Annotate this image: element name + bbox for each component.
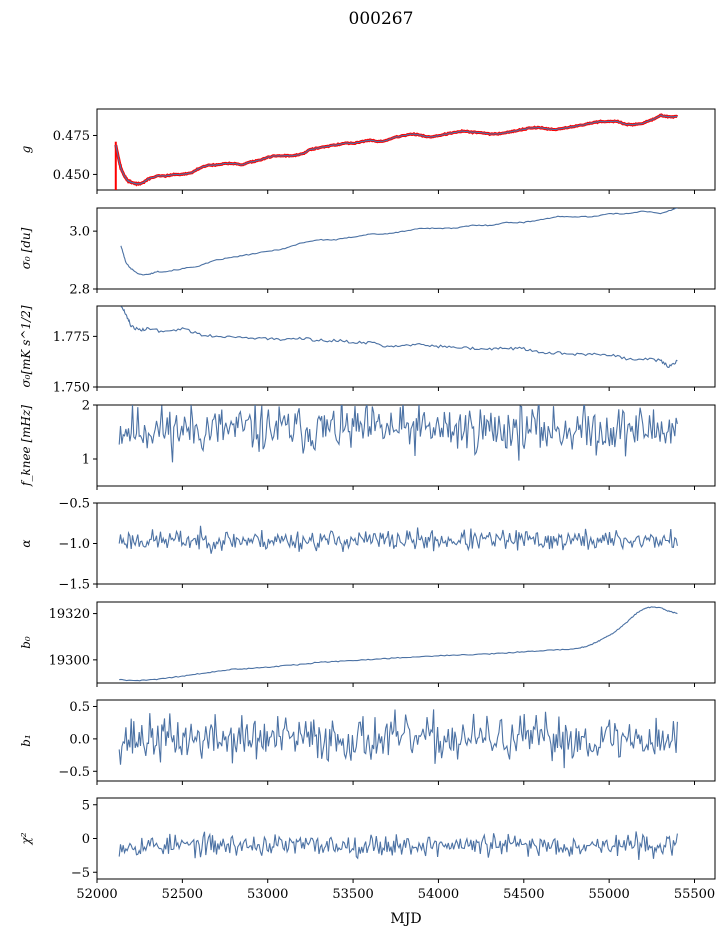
- y-axis-label: b₁: [19, 734, 33, 747]
- y-axis-label: g: [19, 145, 33, 153]
- x-tick-label: 53000: [247, 887, 288, 902]
- axes-frame: [96, 108, 716, 191]
- panel-8: 52000 52500 53000 53500 54000 54500 55000 55500…: [19, 797, 716, 902]
- x-tick-label: 55000: [588, 887, 629, 902]
- axes-frame: [96, 601, 716, 684]
- y-tick-label: −5: [71, 866, 90, 881]
- x-tick-label: 54500: [503, 887, 544, 902]
- y-tick-label: 0.475: [53, 129, 90, 144]
- overlay-line: [114, 113, 679, 187]
- y-tick-label: 3.0: [69, 225, 90, 240]
- x-axis-label: MJD: [390, 911, 421, 927]
- panel-3: 1.750 1.775 σ₀[mK s^1/2]: [19, 305, 716, 396]
- axes-frame: [96, 699, 716, 782]
- y-tick-label: 2.8: [69, 283, 90, 298]
- y-axis-label: σ₀ [du]: [19, 227, 33, 269]
- panel-5: −1.5 −1.0 −0.5 α: [19, 497, 716, 593]
- series-line: [120, 306, 678, 368]
- y-tick-label: 1: [82, 453, 90, 468]
- y-axis-label: f_knee [mHz]: [19, 405, 33, 487]
- series-line: [118, 831, 678, 860]
- y-tick-label: −0.5: [58, 497, 90, 512]
- panel-4: 1 2 f_knee [mHz]: [19, 399, 716, 490]
- x-tick-label: 54000: [418, 887, 459, 902]
- panels: 0.450 0.475 g 2.8 3.0 σ₀ [du] 1.750 1.775 σ₀[mK …: [19, 108, 716, 902]
- panel-6: 19300 19320 b₀: [19, 601, 716, 687]
- series-line: [118, 405, 678, 463]
- y-tick-label: 0.450: [53, 168, 90, 183]
- y-tick-label: 1.775: [53, 330, 90, 345]
- axes-frame: [96, 207, 716, 290]
- y-tick-label: 1.750: [53, 381, 90, 396]
- figure-title: 000267: [349, 9, 414, 29]
- y-tick-label: 0: [82, 832, 90, 847]
- axes-frame: [96, 404, 716, 487]
- panel-7: −0.5 0.0 0.5 b₁: [19, 699, 716, 785]
- x-tick-label: 55500: [674, 887, 715, 902]
- series-line: [119, 606, 678, 682]
- y-tick-label: −1.5: [58, 578, 90, 593]
- y-tick-label: 5: [82, 798, 90, 813]
- y-tick-label: −1.0: [58, 537, 90, 552]
- y-axis-label: b₀: [19, 636, 33, 649]
- y-tick-label: 0.0: [69, 732, 90, 747]
- panel-2: 2.8 3.0 σ₀ [du]: [19, 207, 716, 298]
- x-tick-label: 53500: [332, 887, 373, 902]
- y-tick-label: 2: [82, 399, 90, 414]
- axes-frame: [96, 305, 716, 388]
- y-tick-label: 0.5: [69, 700, 90, 715]
- y-axis-label: α: [19, 539, 33, 547]
- x-tick-label: 52000: [76, 887, 117, 902]
- x-tick-label: 52500: [162, 887, 203, 902]
- series-line: [118, 525, 678, 554]
- y-tick-label: −0.5: [58, 765, 90, 780]
- y-tick-label: 19300: [49, 653, 90, 668]
- axes-frame: [96, 797, 716, 880]
- series-line: [120, 208, 678, 276]
- y-axis-label: χ²: [19, 832, 33, 845]
- series-line: [115, 114, 678, 186]
- series-line: [118, 709, 678, 769]
- y-axis-label: σ₀[mK s^1/2]: [19, 305, 33, 387]
- panel-1: 0.450 0.475 g: [19, 108, 716, 194]
- y-tick-label: 19320: [49, 607, 90, 622]
